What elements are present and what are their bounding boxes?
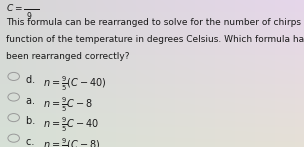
Text: been rearranged correctly?: been rearranged correctly? bbox=[6, 52, 130, 61]
Text: d.: d. bbox=[26, 75, 38, 85]
Text: function of the temperature in degrees Celsius. Which formula has: function of the temperature in degrees C… bbox=[6, 35, 304, 44]
Text: This formula can be rearranged to solve for the number of chirps as a: This formula can be rearranged to solve … bbox=[6, 18, 304, 27]
Text: c.: c. bbox=[26, 137, 37, 147]
Text: $n = \frac{9}{5}C - 8$: $n = \frac{9}{5}C - 8$ bbox=[43, 96, 92, 114]
Text: $n = \frac{9}{5}C - 40$: $n = \frac{9}{5}C - 40$ bbox=[43, 116, 99, 134]
Text: $n = \frac{9}{5}(C - 40)$: $n = \frac{9}{5}(C - 40)$ bbox=[43, 75, 106, 93]
Text: a.: a. bbox=[26, 96, 38, 106]
Text: b.: b. bbox=[26, 116, 38, 126]
Text: $n = \frac{9}{5}(C - 8)$: $n = \frac{9}{5}(C - 8)$ bbox=[43, 137, 100, 147]
Text: $C = \overline{\;\;\;\;\;\;}$: $C = \overline{\;\;\;\;\;\;}$ bbox=[6, 2, 40, 13]
Text: $9$: $9$ bbox=[26, 10, 32, 21]
